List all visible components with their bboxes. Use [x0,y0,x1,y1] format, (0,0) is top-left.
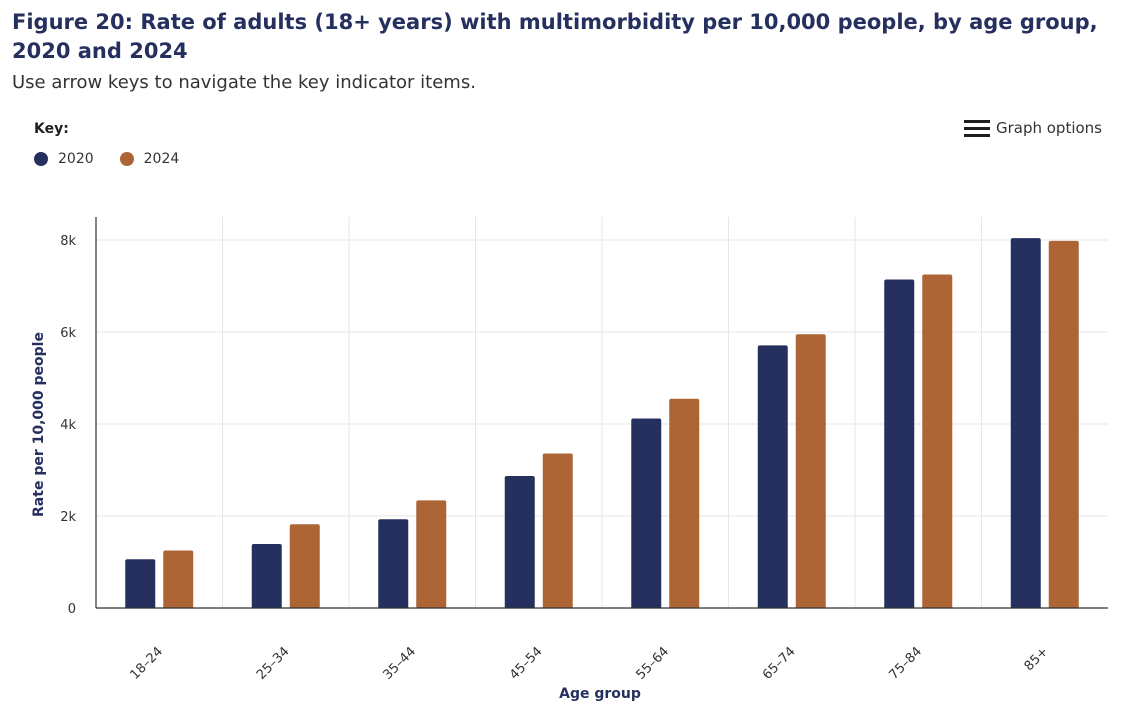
y-axis-title: Rate per 10,000 people [31,332,47,517]
bar-2024-18–24[interactable] [163,550,194,609]
bar-2024-35–44[interactable] [416,500,447,608]
bar-2020-25–34[interactable] [251,544,282,608]
graph-options-button[interactable]: Graph options [963,119,1102,137]
legend-swatch-2024 [119,152,134,166]
legend-item-2024[interactable]: 2024 [119,151,180,167]
x-tick-label: 35–44 [380,644,419,683]
bar-2020-55–64[interactable] [631,418,662,608]
y-tick-label: 0 [68,602,76,617]
bar-2020-45–54[interactable] [504,475,535,608]
bar-chart: 0 2k 4k 6k 8k 18–24 25–34 35–44 45–54 55–64 65–74 7… [31,217,1108,702]
x-tick-label: 18–24 [127,644,166,683]
bar-2024-55–64[interactable] [669,398,700,608]
legend: 2020 2024 [34,151,205,167]
legend-swatch-2020 [34,152,48,166]
x-tick-label: 55–64 [633,644,672,683]
bar-2024-75–84[interactable] [922,274,953,609]
legend-label-2024: 2024 [143,151,180,167]
x-tick-label: 65–74 [760,644,799,683]
x-tick-label: 45–54 [507,644,546,683]
y-tick-label: 2k [60,510,76,525]
bar-2020-65–74[interactable] [757,345,788,608]
chart-title: Figure 20: Rate of adults (18+ years) wi… [12,10,1098,63]
legend-title: Key: [34,121,69,137]
bar-2020-75–84[interactable] [884,279,915,608]
bar-2024-85+[interactable] [1048,240,1079,609]
x-tick-label: 25–34 [254,644,293,683]
graph-options-label: Graph options [995,119,1102,137]
x-tick-label: 75–84 [886,644,925,683]
bar-2020-18–24[interactable] [125,559,156,608]
x-tick-label: 85+ [1022,644,1052,674]
bar-2020-35–44[interactable] [378,519,409,608]
bar-2024-25–34[interactable] [289,524,320,608]
bar-2024-45–54[interactable] [542,453,573,608]
legend-item-2020[interactable]: 2020 [34,151,94,167]
hamburger-menu-icon [963,119,990,137]
legend-label-2020: 2020 [58,151,94,167]
bar-2024-65–74[interactable] [795,334,826,608]
y-tick-label: 6k [60,326,76,341]
chart-subtitle: Use arrow keys to navigate the key indic… [12,72,476,93]
x-axis-title: Age group [559,686,641,702]
y-tick-label: 4k [60,418,76,433]
y-tick-label: 8k [60,234,76,249]
bar-2020-85+[interactable] [1010,238,1041,608]
